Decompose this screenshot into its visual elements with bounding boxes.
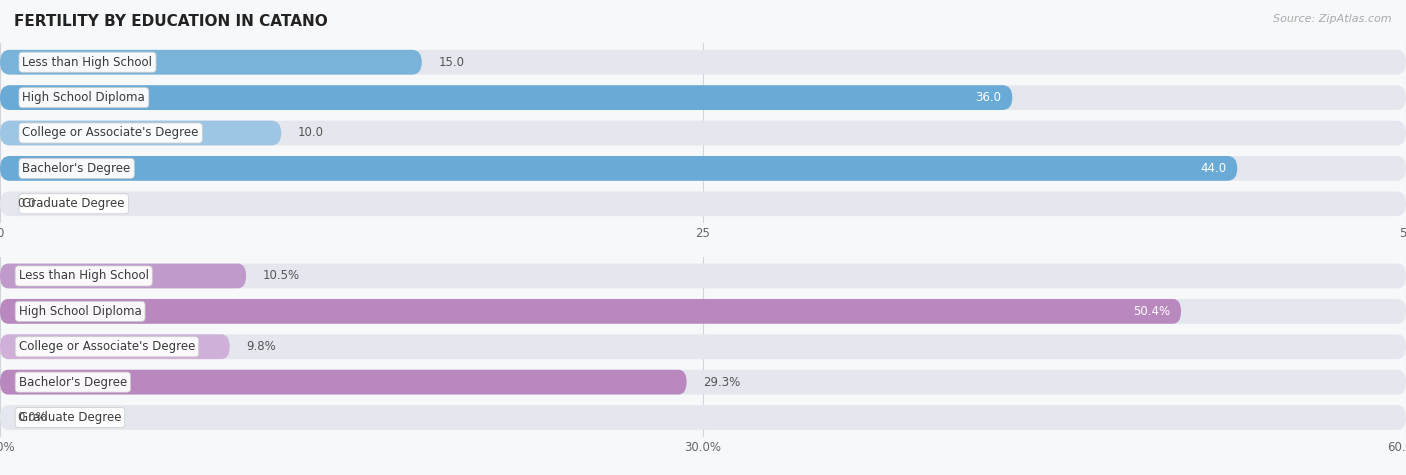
FancyBboxPatch shape xyxy=(0,156,1237,181)
FancyBboxPatch shape xyxy=(0,370,686,395)
Text: FERTILITY BY EDUCATION IN CATANO: FERTILITY BY EDUCATION IN CATANO xyxy=(14,14,328,29)
Text: Graduate Degree: Graduate Degree xyxy=(22,197,125,210)
FancyBboxPatch shape xyxy=(0,156,1406,181)
Text: 10.0: 10.0 xyxy=(298,126,323,140)
FancyBboxPatch shape xyxy=(0,121,281,145)
Text: Bachelor's Degree: Bachelor's Degree xyxy=(18,376,127,389)
FancyBboxPatch shape xyxy=(0,264,1406,288)
FancyBboxPatch shape xyxy=(0,299,1406,324)
Text: College or Associate's Degree: College or Associate's Degree xyxy=(22,126,198,140)
Text: 9.8%: 9.8% xyxy=(246,340,276,353)
FancyBboxPatch shape xyxy=(0,264,246,288)
Text: Less than High School: Less than High School xyxy=(18,269,149,283)
FancyBboxPatch shape xyxy=(0,85,1406,110)
Text: 0.0: 0.0 xyxy=(17,197,35,210)
Text: 50.4%: 50.4% xyxy=(1133,305,1170,318)
FancyBboxPatch shape xyxy=(0,50,422,75)
FancyBboxPatch shape xyxy=(0,334,1406,359)
Text: 29.3%: 29.3% xyxy=(703,376,741,389)
FancyBboxPatch shape xyxy=(0,370,1406,395)
Text: Graduate Degree: Graduate Degree xyxy=(18,411,121,424)
Text: College or Associate's Degree: College or Associate's Degree xyxy=(18,340,195,353)
FancyBboxPatch shape xyxy=(0,50,1406,75)
Text: Less than High School: Less than High School xyxy=(22,56,152,69)
Text: 10.5%: 10.5% xyxy=(263,269,299,283)
Text: 36.0: 36.0 xyxy=(976,91,1001,104)
Text: 0.0%: 0.0% xyxy=(17,411,46,424)
FancyBboxPatch shape xyxy=(0,191,1406,216)
Text: High School Diploma: High School Diploma xyxy=(18,305,142,318)
Text: High School Diploma: High School Diploma xyxy=(22,91,145,104)
Text: 44.0: 44.0 xyxy=(1199,162,1226,175)
FancyBboxPatch shape xyxy=(0,299,1181,324)
Text: Source: ZipAtlas.com: Source: ZipAtlas.com xyxy=(1274,14,1392,24)
FancyBboxPatch shape xyxy=(0,121,1406,145)
FancyBboxPatch shape xyxy=(0,334,229,359)
Text: Bachelor's Degree: Bachelor's Degree xyxy=(22,162,131,175)
FancyBboxPatch shape xyxy=(0,85,1012,110)
Text: 15.0: 15.0 xyxy=(439,56,464,69)
FancyBboxPatch shape xyxy=(0,405,1406,430)
